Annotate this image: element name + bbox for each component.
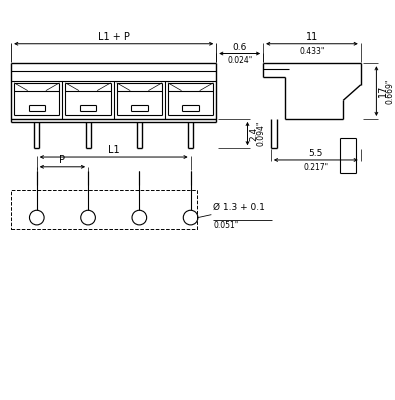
Text: 2.4: 2.4 [249,126,258,141]
Text: L1: L1 [108,145,120,155]
Text: 0.094": 0.094" [256,121,265,146]
Text: 0.669": 0.669" [385,78,394,104]
Text: 0.6: 0.6 [233,42,247,52]
Text: 0.024": 0.024" [227,56,252,66]
Text: 0.051": 0.051" [213,220,239,230]
Text: 0.217": 0.217" [303,163,328,172]
Text: Ø 1.3 + 0.1: Ø 1.3 + 0.1 [213,203,265,212]
Text: P: P [59,155,66,165]
Text: 0.433": 0.433" [299,47,325,56]
Text: L1 + P: L1 + P [98,32,130,42]
Text: 11: 11 [306,32,318,42]
Bar [11,190,197,229]
Text: 17: 17 [378,85,388,97]
Text: 5.5: 5.5 [308,149,323,158]
